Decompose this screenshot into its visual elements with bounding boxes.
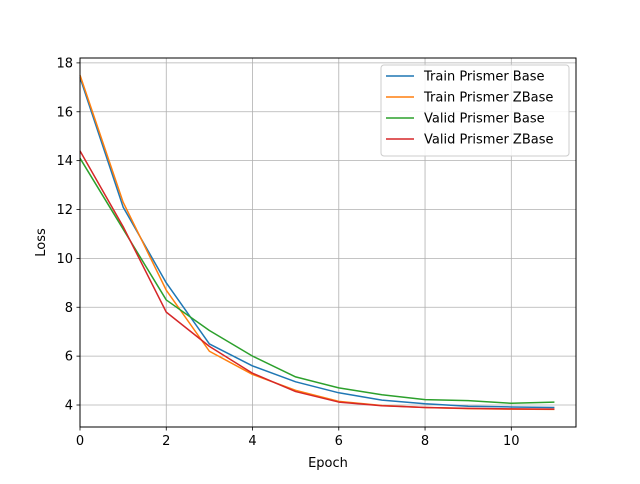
axis-ticks: 0 2 4 6 8 10 4 6 8 10 12 14 16 18 <box>56 56 519 449</box>
y-tick-label: 8 <box>65 301 73 316</box>
y-tick-label: 4 <box>65 399 73 414</box>
series-line <box>79 157 555 405</box>
x-tick-label: 2 <box>162 434 170 449</box>
y-tick-label: 6 <box>65 350 73 365</box>
series-lines <box>79 74 555 411</box>
grid <box>79 58 576 427</box>
legend-label: Train Prismer ZBase <box>423 91 553 106</box>
y-tick-label: 18 <box>56 56 73 71</box>
x-tick-label: 8 <box>421 434 429 449</box>
plot-frame <box>79 57 577 428</box>
x-tick-label: 10 <box>503 434 520 449</box>
x-tick-label: 6 <box>335 434 343 449</box>
legend-box <box>380 64 570 157</box>
y-axis-label: Loss <box>34 228 49 257</box>
y-tick-label: 16 <box>56 105 73 120</box>
legend: Train Prismer Base Train Prismer ZBase Val… <box>380 64 570 157</box>
y-tick-label: 14 <box>56 154 73 169</box>
legend-label: Valid Prismer ZBase <box>424 133 554 148</box>
x-tick-label: 4 <box>248 434 256 449</box>
legend-label: Train Prismer Base <box>423 70 544 85</box>
legend-label: Valid Prismer Base <box>424 112 545 127</box>
y-tick-label: 10 <box>56 252 73 267</box>
y-tick-label: 12 <box>56 203 73 218</box>
x-tick-label: 0 <box>76 434 84 449</box>
series-line <box>79 150 555 410</box>
x-axis-label: Epoch <box>308 456 348 471</box>
series-line <box>79 77 555 409</box>
